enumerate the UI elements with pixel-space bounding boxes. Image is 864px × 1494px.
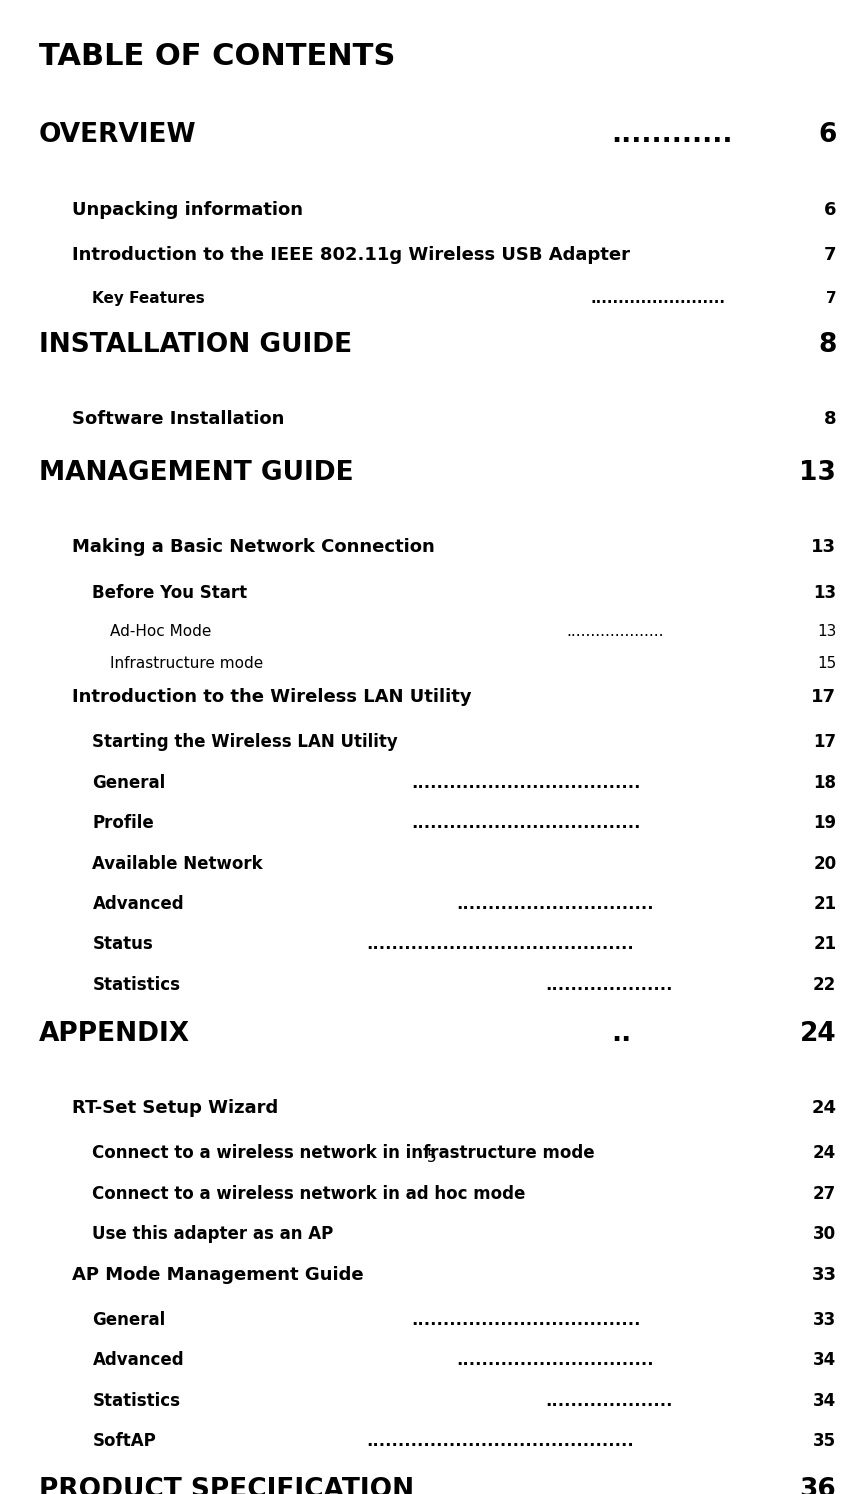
Text: 15: 15	[817, 656, 836, 671]
Text: Use this adapter as an AP: Use this adapter as an AP	[92, 1225, 334, 1243]
Text: 24: 24	[813, 1144, 836, 1162]
Text: General: General	[92, 774, 166, 792]
Text: ..........................................: ........................................…	[366, 935, 634, 953]
Text: RT-Set Setup Wizard: RT-Set Setup Wizard	[72, 1100, 278, 1118]
Text: 33: 33	[813, 1310, 836, 1328]
Text: Infrastructure mode: Infrastructure mode	[110, 656, 263, 671]
Text: ....................................: ....................................	[411, 774, 641, 792]
Text: ....................: ....................	[567, 624, 664, 639]
Text: ...............................: ...............................	[456, 895, 653, 913]
Text: Available Network: Available Network	[92, 855, 263, 872]
Text: 6: 6	[824, 200, 836, 218]
Text: ....................................: ....................................	[411, 814, 641, 832]
Text: General: General	[92, 1310, 166, 1328]
Text: 24: 24	[800, 1020, 836, 1047]
Text: Introduction to the IEEE 802.11g Wireless USB Adapter: Introduction to the IEEE 802.11g Wireles…	[72, 247, 630, 264]
Text: PRODUCT SPECIFICATION: PRODUCT SPECIFICATION	[39, 1478, 414, 1494]
Text: Starting the Wireless LAN Utility: Starting the Wireless LAN Utility	[92, 734, 398, 751]
Text: 13: 13	[811, 538, 836, 556]
Text: 7: 7	[824, 247, 836, 264]
Text: AP Mode Management Guide: AP Mode Management Guide	[72, 1265, 364, 1283]
Text: 7: 7	[826, 291, 836, 306]
Text: 17: 17	[811, 689, 836, 707]
Text: 21: 21	[813, 895, 836, 913]
Text: 6: 6	[818, 123, 836, 148]
Text: Statistics: Statistics	[92, 976, 181, 994]
Text: ............: ............	[612, 123, 733, 148]
Text: 36: 36	[799, 1478, 836, 1494]
Text: 5: 5	[427, 1150, 437, 1165]
Text: ....................................: ....................................	[411, 1310, 641, 1328]
Text: 30: 30	[813, 1225, 836, 1243]
Text: ....................: ....................	[545, 976, 673, 994]
Text: 13: 13	[813, 584, 836, 602]
Text: 20: 20	[813, 855, 836, 872]
Text: 35: 35	[813, 1433, 836, 1451]
Text: 34: 34	[813, 1392, 836, 1410]
Text: 22: 22	[813, 976, 836, 994]
Text: ..: ..	[612, 1020, 632, 1047]
Text: ...............................: ...............................	[456, 1351, 653, 1370]
Text: OVERVIEW: OVERVIEW	[39, 123, 196, 148]
Text: Before You Start: Before You Start	[92, 584, 248, 602]
Text: Key Features: Key Features	[92, 291, 205, 306]
Text: TABLE OF CONTENTS: TABLE OF CONTENTS	[39, 42, 395, 70]
Text: 21: 21	[813, 935, 836, 953]
Text: Advanced: Advanced	[92, 1351, 184, 1370]
Text: Profile: Profile	[92, 814, 154, 832]
Text: 13: 13	[817, 624, 836, 639]
Text: Software Installation: Software Installation	[72, 409, 284, 427]
Text: Ad-Hoc Mode: Ad-Hoc Mode	[110, 624, 211, 639]
Text: 19: 19	[813, 814, 836, 832]
Text: Connect to a wireless network in infrastructure mode: Connect to a wireless network in infrast…	[92, 1144, 595, 1162]
Text: Status: Status	[92, 935, 153, 953]
Text: 24: 24	[811, 1100, 836, 1118]
Text: Advanced: Advanced	[92, 895, 184, 913]
Text: 33: 33	[811, 1265, 836, 1283]
Text: 18: 18	[813, 774, 836, 792]
Text: 17: 17	[813, 734, 836, 751]
Text: SoftAP: SoftAP	[92, 1433, 156, 1451]
Text: Unpacking information: Unpacking information	[72, 200, 302, 218]
Text: 27: 27	[813, 1185, 836, 1203]
Text: 13: 13	[799, 460, 836, 486]
Text: ..........................................: ........................................…	[366, 1433, 634, 1451]
Text: APPENDIX: APPENDIX	[39, 1020, 190, 1047]
Text: MANAGEMENT GUIDE: MANAGEMENT GUIDE	[39, 460, 353, 486]
Text: 8: 8	[823, 409, 836, 427]
Text: INSTALLATION GUIDE: INSTALLATION GUIDE	[39, 332, 352, 357]
Text: 34: 34	[813, 1351, 836, 1370]
Text: 8: 8	[818, 332, 836, 357]
Text: Making a Basic Network Connection: Making a Basic Network Connection	[72, 538, 435, 556]
Text: Introduction to the Wireless LAN Utility: Introduction to the Wireless LAN Utility	[72, 689, 472, 707]
Text: Statistics: Statistics	[92, 1392, 181, 1410]
Text: Connect to a wireless network in ad hoc mode: Connect to a wireless network in ad hoc …	[92, 1185, 526, 1203]
Text: ....................: ....................	[545, 1392, 673, 1410]
Text: ........................: ........................	[590, 291, 725, 306]
